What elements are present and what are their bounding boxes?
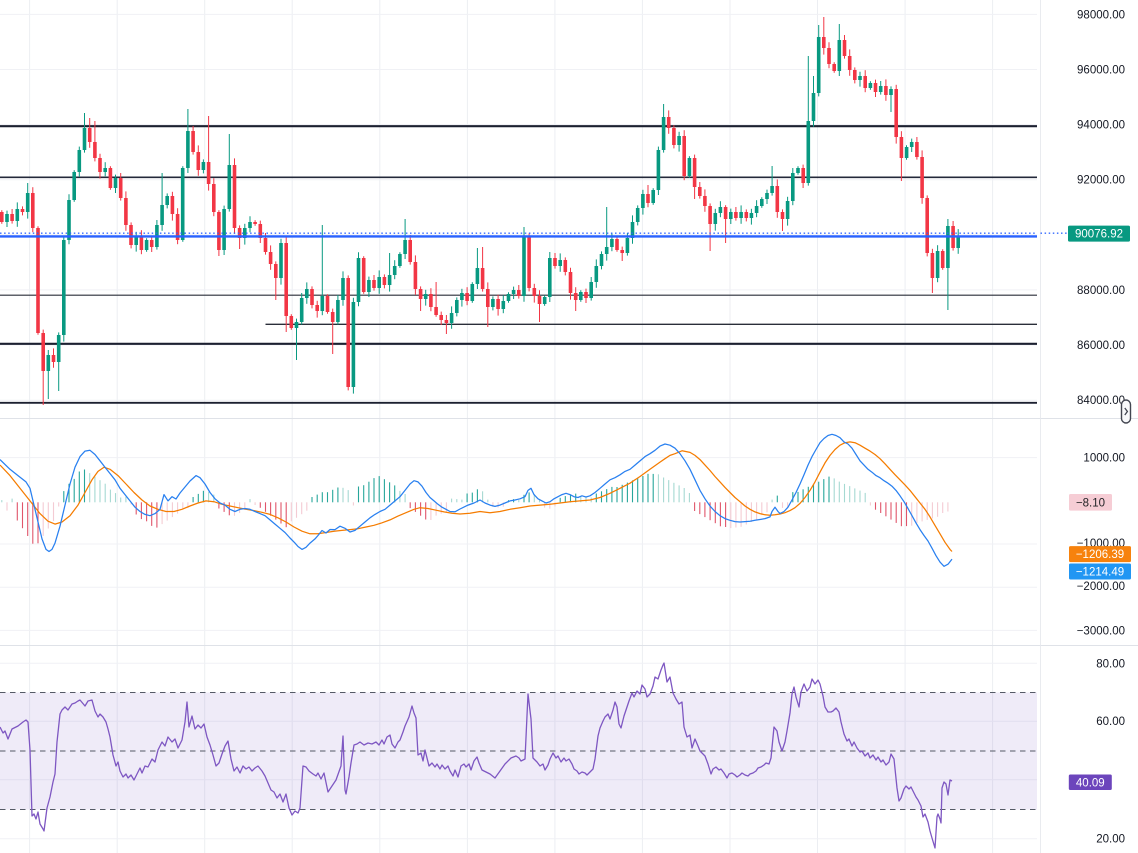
svg-text:−8.10: −8.10 [1076, 497, 1105, 509]
svg-text:−2000.00: −2000.00 [1077, 581, 1125, 593]
svg-text:20.00: 20.00 [1096, 834, 1125, 846]
svg-text:86000.00: 86000.00 [1077, 340, 1125, 352]
svg-text:94000.00: 94000.00 [1077, 120, 1125, 132]
svg-text:98000.00: 98000.00 [1077, 9, 1125, 21]
svg-text:84000.00: 84000.00 [1077, 395, 1125, 407]
svg-text:−1214.49: −1214.49 [1076, 567, 1124, 579]
svg-text:40.09: 40.09 [1076, 777, 1105, 789]
svg-text:−1206.39: −1206.39 [1076, 549, 1124, 561]
svg-text:80.00: 80.00 [1096, 658, 1125, 670]
svg-text:−3000.00: −3000.00 [1077, 625, 1125, 637]
svg-text:92000.00: 92000.00 [1077, 175, 1125, 187]
svg-text:1000.00: 1000.00 [1083, 453, 1125, 465]
svg-text:88000.00: 88000.00 [1077, 285, 1125, 297]
svg-text:60.00: 60.00 [1096, 716, 1125, 728]
svg-text:96000.00: 96000.00 [1077, 65, 1125, 77]
svg-text:90076.92: 90076.92 [1075, 229, 1123, 241]
